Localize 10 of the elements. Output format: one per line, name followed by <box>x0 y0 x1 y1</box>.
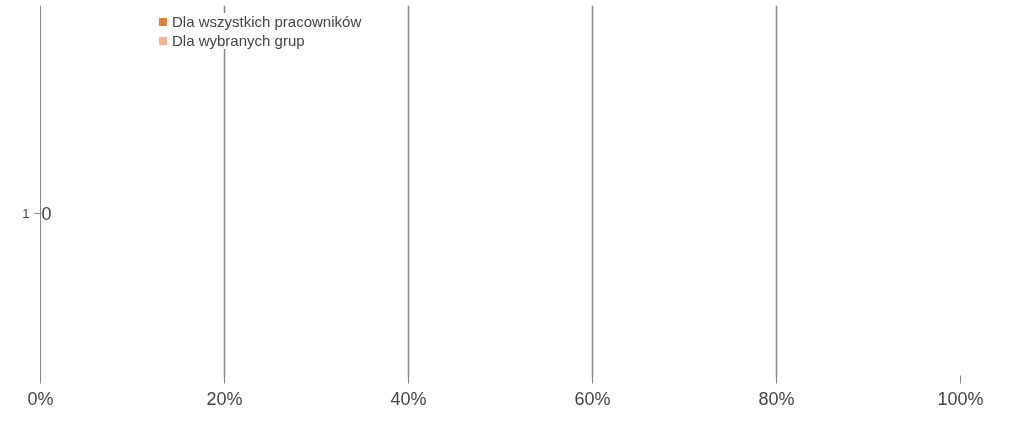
legend-label: Dla wybranych grup <box>172 32 305 49</box>
x-tick-label: 40% <box>390 388 427 409</box>
y-tick-label: 1 <box>22 206 30 221</box>
legend-label: Dla wszystkich pracowników <box>172 13 362 30</box>
x-tick-label: 100% <box>937 388 984 409</box>
data-label: 0 <box>41 204 52 224</box>
x-tick-label: 60% <box>574 388 611 409</box>
x-tick-label: 20% <box>206 388 243 409</box>
x-tick-label: 0% <box>27 388 54 409</box>
x-tick-label: 80% <box>758 388 795 409</box>
